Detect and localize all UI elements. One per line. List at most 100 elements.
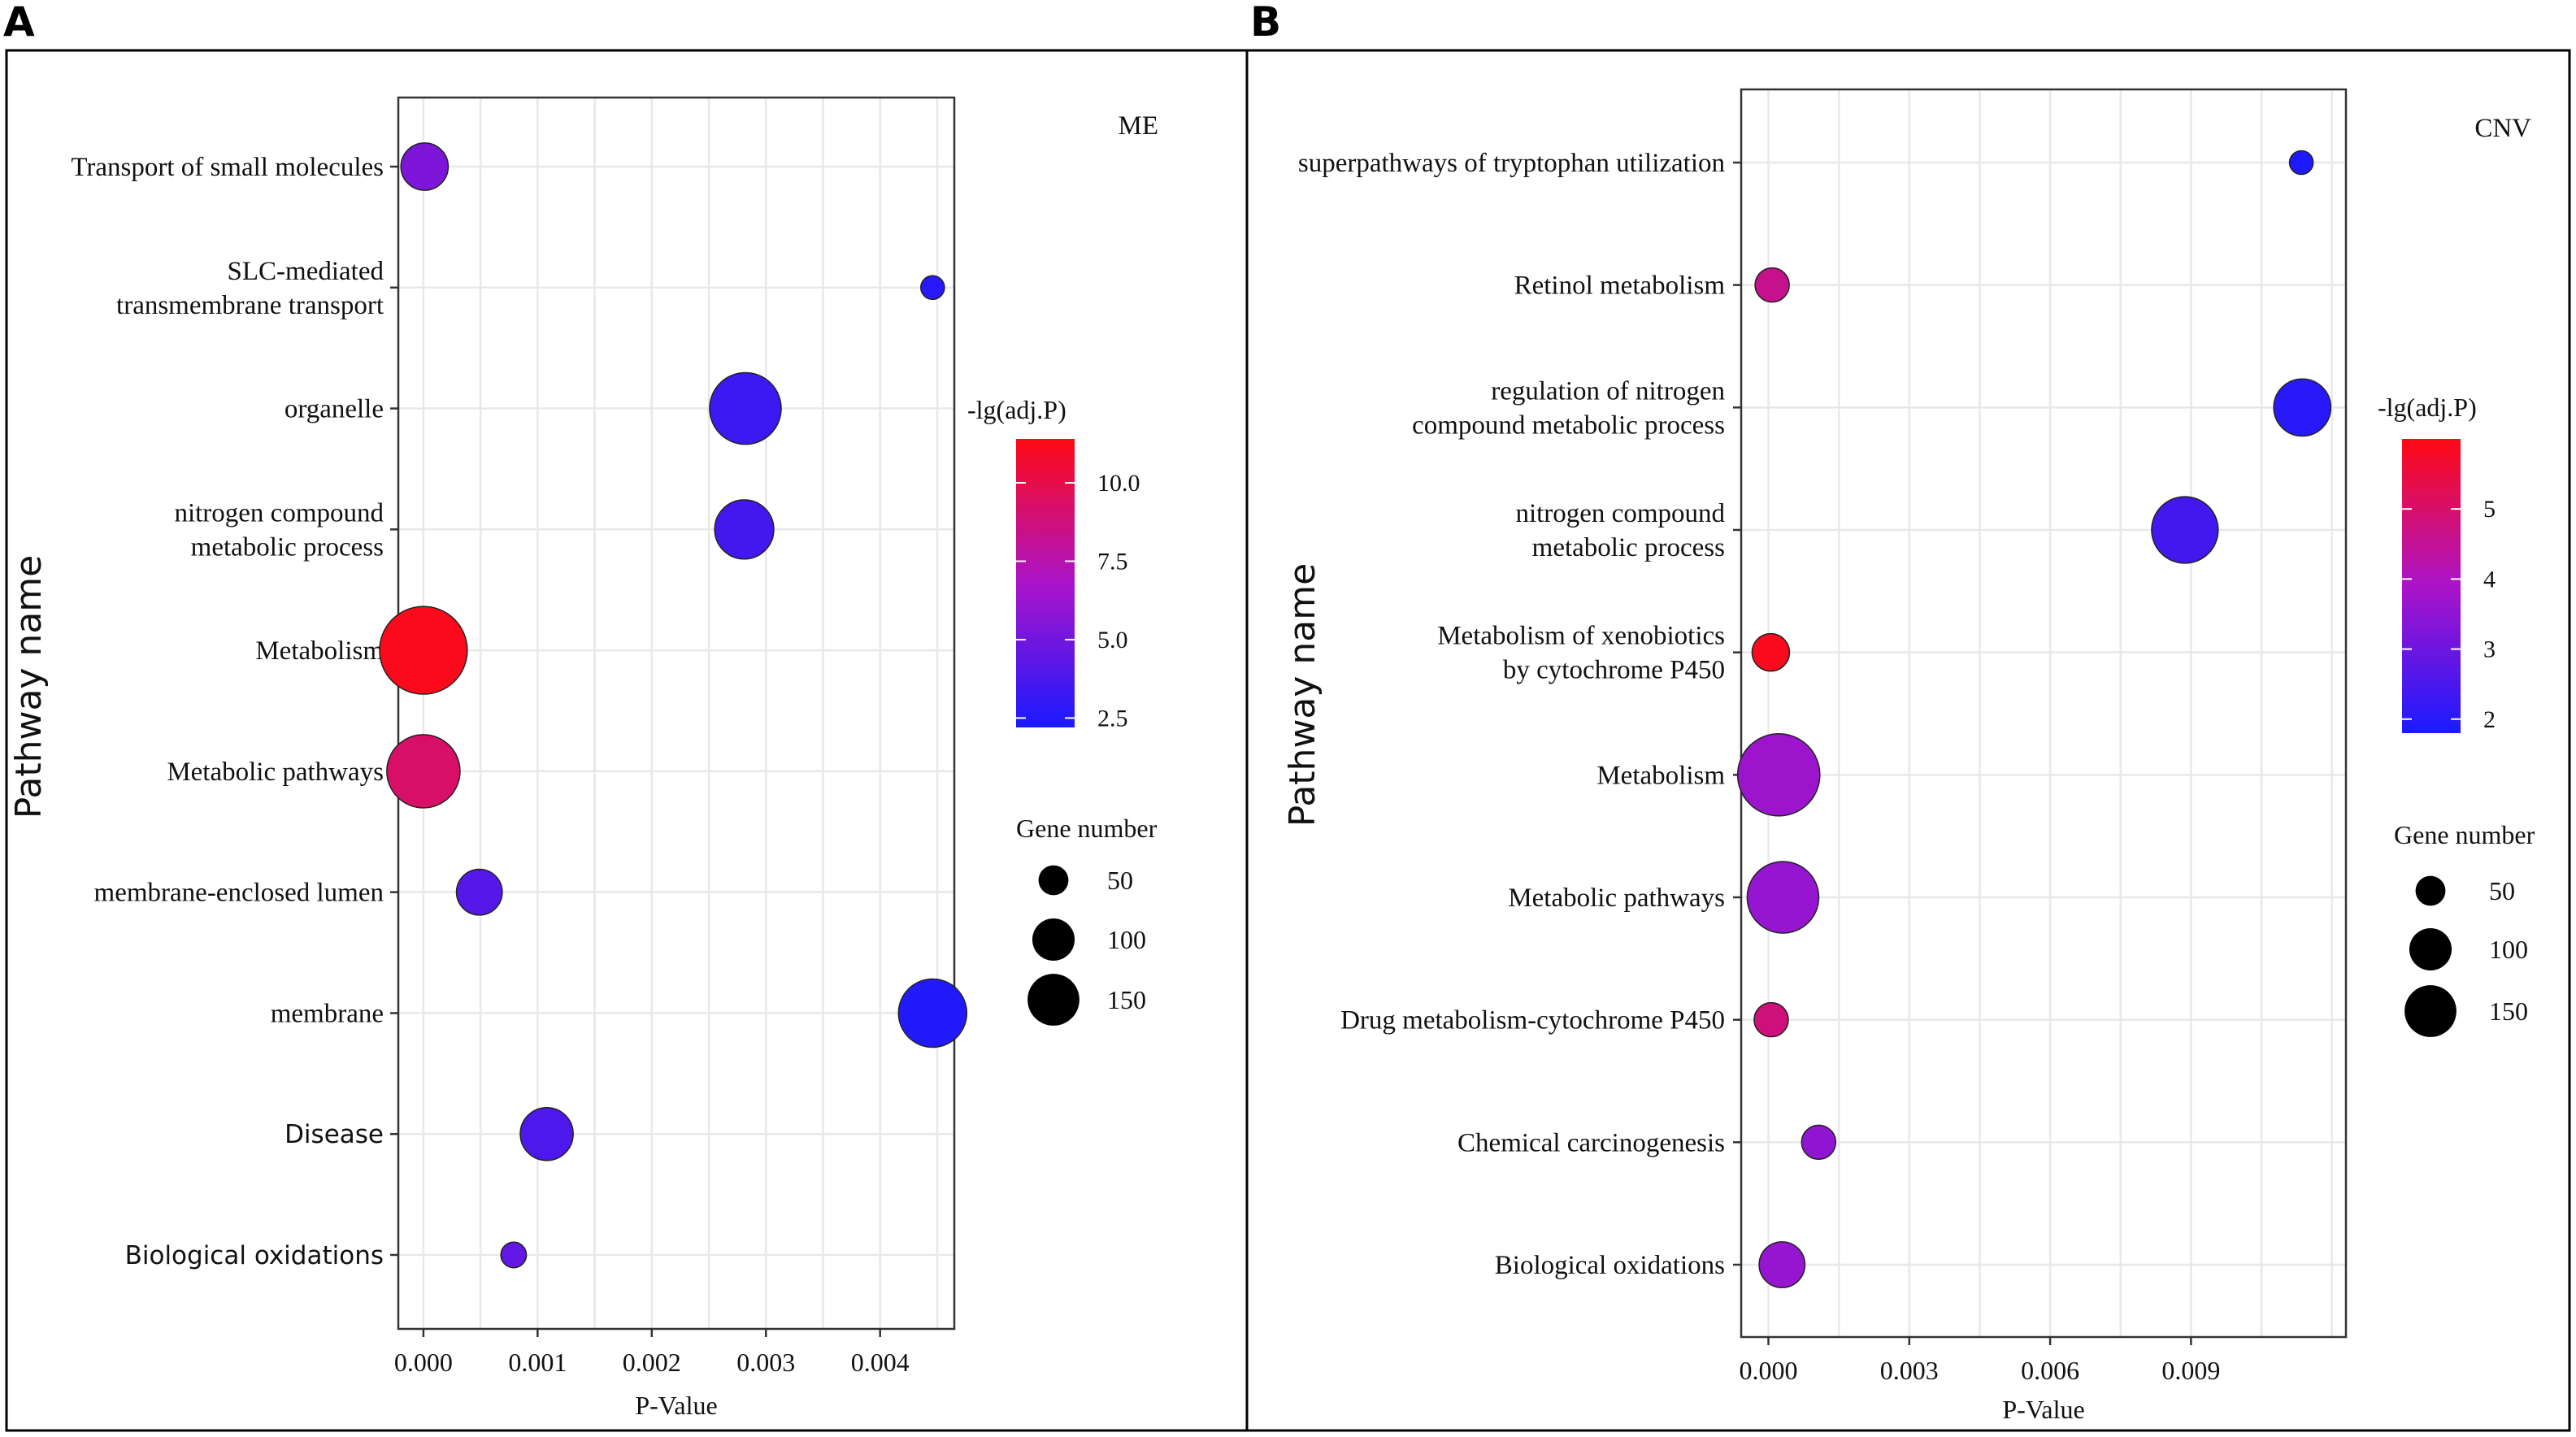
y-category-label-line: membrane [271, 999, 384, 1028]
size-legend-key [2404, 985, 2457, 1037]
y-category-label-line: Metabolism of xenobiotics [1437, 622, 1725, 651]
color-legend-title: -lg(adj.P) [967, 395, 1066, 424]
y-category-label: nitrogen compound metabolic process [1515, 499, 1725, 562]
data-point [714, 499, 775, 560]
y-category-label: Drug metabolism-cytochrome P450 [1340, 1006, 1725, 1035]
data-point [1751, 632, 1791, 672]
x-tick-label: 0.001 [508, 1348, 567, 1377]
y-category-label-line: Metabolism [255, 636, 384, 666]
data-point [500, 1241, 528, 1269]
data-point [1754, 267, 1790, 303]
y-category-label-line: Metabolic pathways [1508, 883, 1725, 913]
y-category-label: Metabolic pathways [1508, 883, 1725, 913]
y-category-label: Retinol metabolism [1514, 271, 1726, 301]
size-legend-key [1038, 865, 1069, 896]
y-category-label: Metabolism [1596, 761, 1725, 790]
color-bar-tick-label: 7.5 [1097, 548, 1128, 575]
panel-a-chart: Transport of small molecules SLC-mediated… [8, 96, 1159, 1420]
y-category-label-line: metabolic process [1532, 533, 1725, 562]
y-category-label-line: Metabolic pathways [167, 758, 384, 787]
data-point [897, 978, 968, 1048]
x-tick-label: 0.006 [2021, 1356, 2079, 1385]
y-category-label: organelle [285, 395, 384, 424]
y-category-label: superpathways of tryptophan utilization [1298, 149, 1725, 178]
y-category-label: Chemical carcinogenesis [1457, 1128, 1725, 1157]
size-legend-label: 100 [2489, 935, 2528, 964]
color-legend-title: -lg(adj.P) [2378, 393, 2477, 422]
color-bar-tick-label: 2.5 [1097, 705, 1128, 732]
color-bar [2402, 439, 2461, 733]
y-category-label-line: Biological oxidations [125, 1241, 384, 1270]
y-category-label-line: compound metabolic process [1412, 410, 1725, 440]
y-category-label-line: regulation of nitrogen [1491, 376, 1725, 406]
size-legend-key [2409, 927, 2452, 971]
y-category-label-line: organelle [285, 395, 384, 424]
y-category-label: SLC-mediated transmembrane transport [116, 257, 384, 320]
y-category-label-line: superpathways of tryptophan utilization [1298, 149, 1725, 178]
y-category-label-line: Biological oxidations [1495, 1251, 1725, 1280]
y-category-label: membrane [271, 999, 384, 1028]
y-category-label-line: Retinol metabolism [1514, 271, 1726, 301]
y-category-label-line: nitrogen compound [1515, 499, 1725, 528]
y-category-label-line: Chemical carcinogenesis [1457, 1128, 1725, 1157]
x-tick-label: 0.000 [1740, 1356, 1798, 1385]
data-point [1736, 733, 1821, 817]
data-point [400, 142, 450, 191]
plot-area [1741, 89, 2346, 1337]
y-category-label: regulation of nitrogen compound metabolic… [1412, 376, 1725, 440]
y-category-label-line: Drug metabolism-cytochrome P450 [1340, 1006, 1725, 1035]
y-category-label-line: by cytochrome P450 [1503, 656, 1725, 685]
size-legend-label: 100 [1107, 925, 1146, 954]
panel-b-chart: superpathways of tryptophan utilization R… [1282, 88, 2535, 1424]
size-legend-label: 150 [2489, 996, 2528, 1026]
y-category-label-line: transmembrane transport [116, 291, 384, 320]
size-legend-title: Gene number [2394, 820, 2535, 849]
y-category-label-line: metabolic process [191, 532, 384, 562]
color-bar [1016, 439, 1075, 727]
data-point [1746, 861, 1820, 934]
x-tick-label: 0.000 [394, 1348, 453, 1377]
y-category-label: Transport of small molecules [71, 153, 384, 182]
panel-tag: CNV [2474, 114, 2531, 143]
data-point [2151, 496, 2219, 564]
x-tick-label: 0.004 [851, 1348, 910, 1377]
x-tick-label: 0.003 [736, 1348, 795, 1377]
y-category-label-line: nitrogen compound [174, 498, 384, 527]
panel-tag: ME [1119, 111, 1159, 141]
data-point [519, 1106, 574, 1161]
plot-area [398, 98, 954, 1329]
data-point [920, 275, 945, 301]
plot-border [397, 96, 956, 1331]
x-axis-title: P-Value [2002, 1395, 2084, 1424]
y-category-label-line: SLC-mediated [228, 257, 384, 286]
size-legend-key [1027, 974, 1079, 1026]
data-point [1758, 1241, 1806, 1288]
color-bar-tick-label: 5.0 [1097, 627, 1128, 653]
x-tick-label: 0.003 [1880, 1356, 1939, 1385]
size-legend-key [1032, 918, 1075, 962]
color-bar-tick-label: 4 [2483, 566, 2496, 593]
size-legend-label: 150 [1107, 985, 1146, 1014]
data-point [386, 734, 461, 809]
y-category-label: Metabolism [255, 636, 384, 666]
data-point [379, 606, 468, 695]
data-point [2273, 378, 2332, 437]
y-category-label-line: Disease [285, 1120, 384, 1149]
x-tick-label: 0.009 [2161, 1356, 2220, 1385]
y-category-label: Disease [285, 1120, 384, 1149]
y-category-label: nitrogen compound metabolic process [174, 498, 384, 562]
panel-b-label: B [1250, 0, 1281, 46]
data-point [2288, 150, 2314, 176]
y-axis-title: Pathway name [8, 555, 50, 818]
color-bar-tick-label: 10.0 [1097, 470, 1140, 497]
color-bar-tick-label: 3 [2483, 636, 2496, 663]
y-category-label: Biological oxidations [1495, 1251, 1725, 1280]
data-point [1753, 1001, 1789, 1038]
y-category-label-line: membrane-enclosed lumen [94, 879, 384, 908]
y-category-label: membrane-enclosed lumen [94, 879, 384, 908]
y-category-label-line: Transport of small molecules [71, 153, 384, 182]
y-category-label-line: Metabolism [1596, 761, 1725, 790]
size-legend-key [2415, 875, 2446, 906]
color-bar-tick-label: 2 [2483, 706, 2496, 733]
